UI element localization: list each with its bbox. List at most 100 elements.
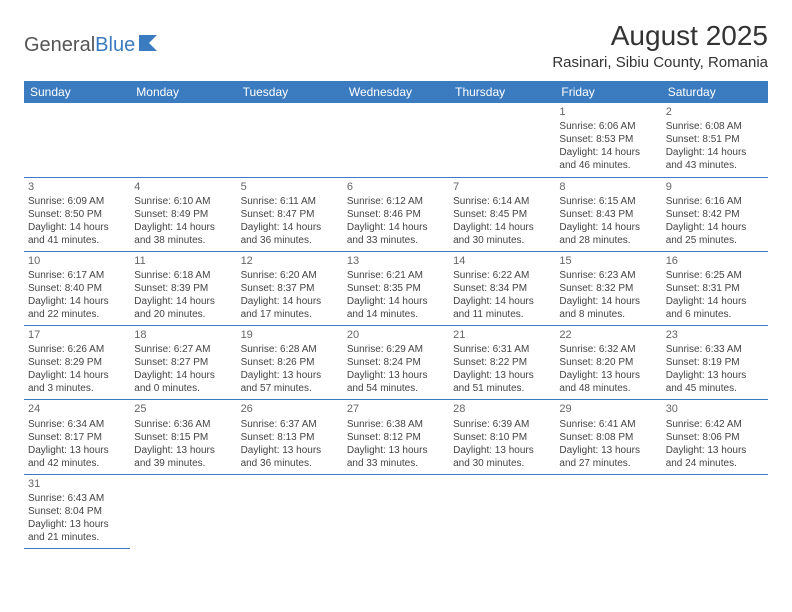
sunset-text: Sunset: 8:27 PM xyxy=(134,356,232,369)
day-number: 1 xyxy=(559,105,657,119)
calendar-cell-empty xyxy=(24,103,130,177)
day-number: 14 xyxy=(453,254,551,268)
daylight-text: Daylight: 14 hours xyxy=(28,295,126,308)
day-number: 26 xyxy=(241,402,339,416)
daylight-text: and 28 minutes. xyxy=(559,234,657,247)
calendar-cell: 25Sunrise: 6:36 AMSunset: 8:15 PMDayligh… xyxy=(130,400,236,474)
sunset-text: Sunset: 8:19 PM xyxy=(666,356,764,369)
calendar-cell-empty xyxy=(237,474,343,548)
daylight-text: Daylight: 13 hours xyxy=(241,444,339,457)
daylight-text: Daylight: 14 hours xyxy=(559,146,657,159)
daylight-text: Daylight: 14 hours xyxy=(134,295,232,308)
calendar-row: 31Sunrise: 6:43 AMSunset: 8:04 PMDayligh… xyxy=(24,474,768,548)
daylight-text: Daylight: 14 hours xyxy=(666,295,764,308)
calendar-cell: 9Sunrise: 6:16 AMSunset: 8:42 PMDaylight… xyxy=(662,177,768,251)
calendar-row: 1Sunrise: 6:06 AMSunset: 8:53 PMDaylight… xyxy=(24,103,768,177)
sunrise-text: Sunrise: 6:37 AM xyxy=(241,418,339,431)
calendar-cell: 17Sunrise: 6:26 AMSunset: 8:29 PMDayligh… xyxy=(24,326,130,400)
daylight-text: Daylight: 14 hours xyxy=(559,295,657,308)
daylight-text: and 45 minutes. xyxy=(666,382,764,395)
daylight-text: Daylight: 13 hours xyxy=(453,444,551,457)
calendar-cell: 26Sunrise: 6:37 AMSunset: 8:13 PMDayligh… xyxy=(237,400,343,474)
weekday-header: Saturday xyxy=(662,81,768,103)
sunset-text: Sunset: 8:15 PM xyxy=(134,431,232,444)
sunrise-text: Sunrise: 6:41 AM xyxy=(559,418,657,431)
sunrise-text: Sunrise: 6:20 AM xyxy=(241,269,339,282)
daylight-text: and 21 minutes. xyxy=(28,531,126,544)
daylight-text: and 42 minutes. xyxy=(28,457,126,470)
calendar-cell-empty xyxy=(449,103,555,177)
calendar-cell: 7Sunrise: 6:14 AMSunset: 8:45 PMDaylight… xyxy=(449,177,555,251)
calendar-row: 24Sunrise: 6:34 AMSunset: 8:17 PMDayligh… xyxy=(24,400,768,474)
sunset-text: Sunset: 8:35 PM xyxy=(347,282,445,295)
day-number: 17 xyxy=(28,328,126,342)
calendar-cell: 21Sunrise: 6:31 AMSunset: 8:22 PMDayligh… xyxy=(449,326,555,400)
calendar-body: 1Sunrise: 6:06 AMSunset: 8:53 PMDaylight… xyxy=(24,103,768,548)
daylight-text: and 30 minutes. xyxy=(453,457,551,470)
calendar-cell: 11Sunrise: 6:18 AMSunset: 8:39 PMDayligh… xyxy=(130,251,236,325)
calendar-cell-empty xyxy=(130,103,236,177)
daylight-text: Daylight: 14 hours xyxy=(28,221,126,234)
calendar-cell: 30Sunrise: 6:42 AMSunset: 8:06 PMDayligh… xyxy=(662,400,768,474)
sunrise-text: Sunrise: 6:43 AM xyxy=(28,492,126,505)
flag-icon xyxy=(139,34,161,57)
sunrise-text: Sunrise: 6:26 AM xyxy=(28,343,126,356)
daylight-text: and 36 minutes. xyxy=(241,457,339,470)
sunrise-text: Sunrise: 6:34 AM xyxy=(28,418,126,431)
daylight-text: and 25 minutes. xyxy=(666,234,764,247)
daylight-text: Daylight: 14 hours xyxy=(453,221,551,234)
sunrise-text: Sunrise: 6:10 AM xyxy=(134,195,232,208)
daylight-text: and 6 minutes. xyxy=(666,308,764,321)
sunrise-text: Sunrise: 6:16 AM xyxy=(666,195,764,208)
calendar-cell: 27Sunrise: 6:38 AMSunset: 8:12 PMDayligh… xyxy=(343,400,449,474)
weekday-header: Monday xyxy=(130,81,236,103)
daylight-text: Daylight: 14 hours xyxy=(134,221,232,234)
day-number: 6 xyxy=(347,180,445,194)
daylight-text: Daylight: 14 hours xyxy=(347,221,445,234)
header: GeneralBlue August 2025 Rasinari, Sibiu … xyxy=(24,20,768,71)
calendar-cell: 2Sunrise: 6:08 AMSunset: 8:51 PMDaylight… xyxy=(662,103,768,177)
calendar-cell: 23Sunrise: 6:33 AMSunset: 8:19 PMDayligh… xyxy=(662,326,768,400)
logo-text-1: General xyxy=(24,34,95,57)
sunrise-text: Sunrise: 6:09 AM xyxy=(28,195,126,208)
weekday-header: Sunday xyxy=(24,81,130,103)
sunrise-text: Sunrise: 6:14 AM xyxy=(453,195,551,208)
daylight-text: and 24 minutes. xyxy=(666,457,764,470)
calendar-cell: 28Sunrise: 6:39 AMSunset: 8:10 PMDayligh… xyxy=(449,400,555,474)
sunset-text: Sunset: 8:04 PM xyxy=(28,505,126,518)
calendar-cell-empty xyxy=(449,474,555,548)
sunset-text: Sunset: 8:08 PM xyxy=(559,431,657,444)
calendar-cell: 15Sunrise: 6:23 AMSunset: 8:32 PMDayligh… xyxy=(555,251,661,325)
calendar-cell: 24Sunrise: 6:34 AMSunset: 8:17 PMDayligh… xyxy=(24,400,130,474)
calendar-cell: 1Sunrise: 6:06 AMSunset: 8:53 PMDaylight… xyxy=(555,103,661,177)
calendar-cell: 29Sunrise: 6:41 AMSunset: 8:08 PMDayligh… xyxy=(555,400,661,474)
daylight-text: and 41 minutes. xyxy=(28,234,126,247)
daylight-text: Daylight: 14 hours xyxy=(241,221,339,234)
sunset-text: Sunset: 8:43 PM xyxy=(559,208,657,221)
daylight-text: and 38 minutes. xyxy=(134,234,232,247)
sunset-text: Sunset: 8:42 PM xyxy=(666,208,764,221)
day-number: 22 xyxy=(559,328,657,342)
daylight-text: Daylight: 13 hours xyxy=(28,518,126,531)
daylight-text: Daylight: 14 hours xyxy=(559,221,657,234)
sunrise-text: Sunrise: 6:12 AM xyxy=(347,195,445,208)
day-number: 3 xyxy=(28,180,126,194)
day-number: 2 xyxy=(666,105,764,119)
daylight-text: Daylight: 13 hours xyxy=(347,369,445,382)
sunrise-text: Sunrise: 6:25 AM xyxy=(666,269,764,282)
sunset-text: Sunset: 8:12 PM xyxy=(347,431,445,444)
weekday-header: Tuesday xyxy=(237,81,343,103)
sunset-text: Sunset: 8:29 PM xyxy=(28,356,126,369)
daylight-text: Daylight: 14 hours xyxy=(134,369,232,382)
sunset-text: Sunset: 8:22 PM xyxy=(453,356,551,369)
day-number: 24 xyxy=(28,402,126,416)
calendar-cell: 5Sunrise: 6:11 AMSunset: 8:47 PMDaylight… xyxy=(237,177,343,251)
logo-text-2: Blue xyxy=(95,34,135,57)
calendar-cell: 12Sunrise: 6:20 AMSunset: 8:37 PMDayligh… xyxy=(237,251,343,325)
daylight-text: and 33 minutes. xyxy=(347,234,445,247)
sunset-text: Sunset: 8:47 PM xyxy=(241,208,339,221)
calendar-cell-empty xyxy=(130,474,236,548)
day-number: 25 xyxy=(134,402,232,416)
sunrise-text: Sunrise: 6:23 AM xyxy=(559,269,657,282)
sunset-text: Sunset: 8:26 PM xyxy=(241,356,339,369)
